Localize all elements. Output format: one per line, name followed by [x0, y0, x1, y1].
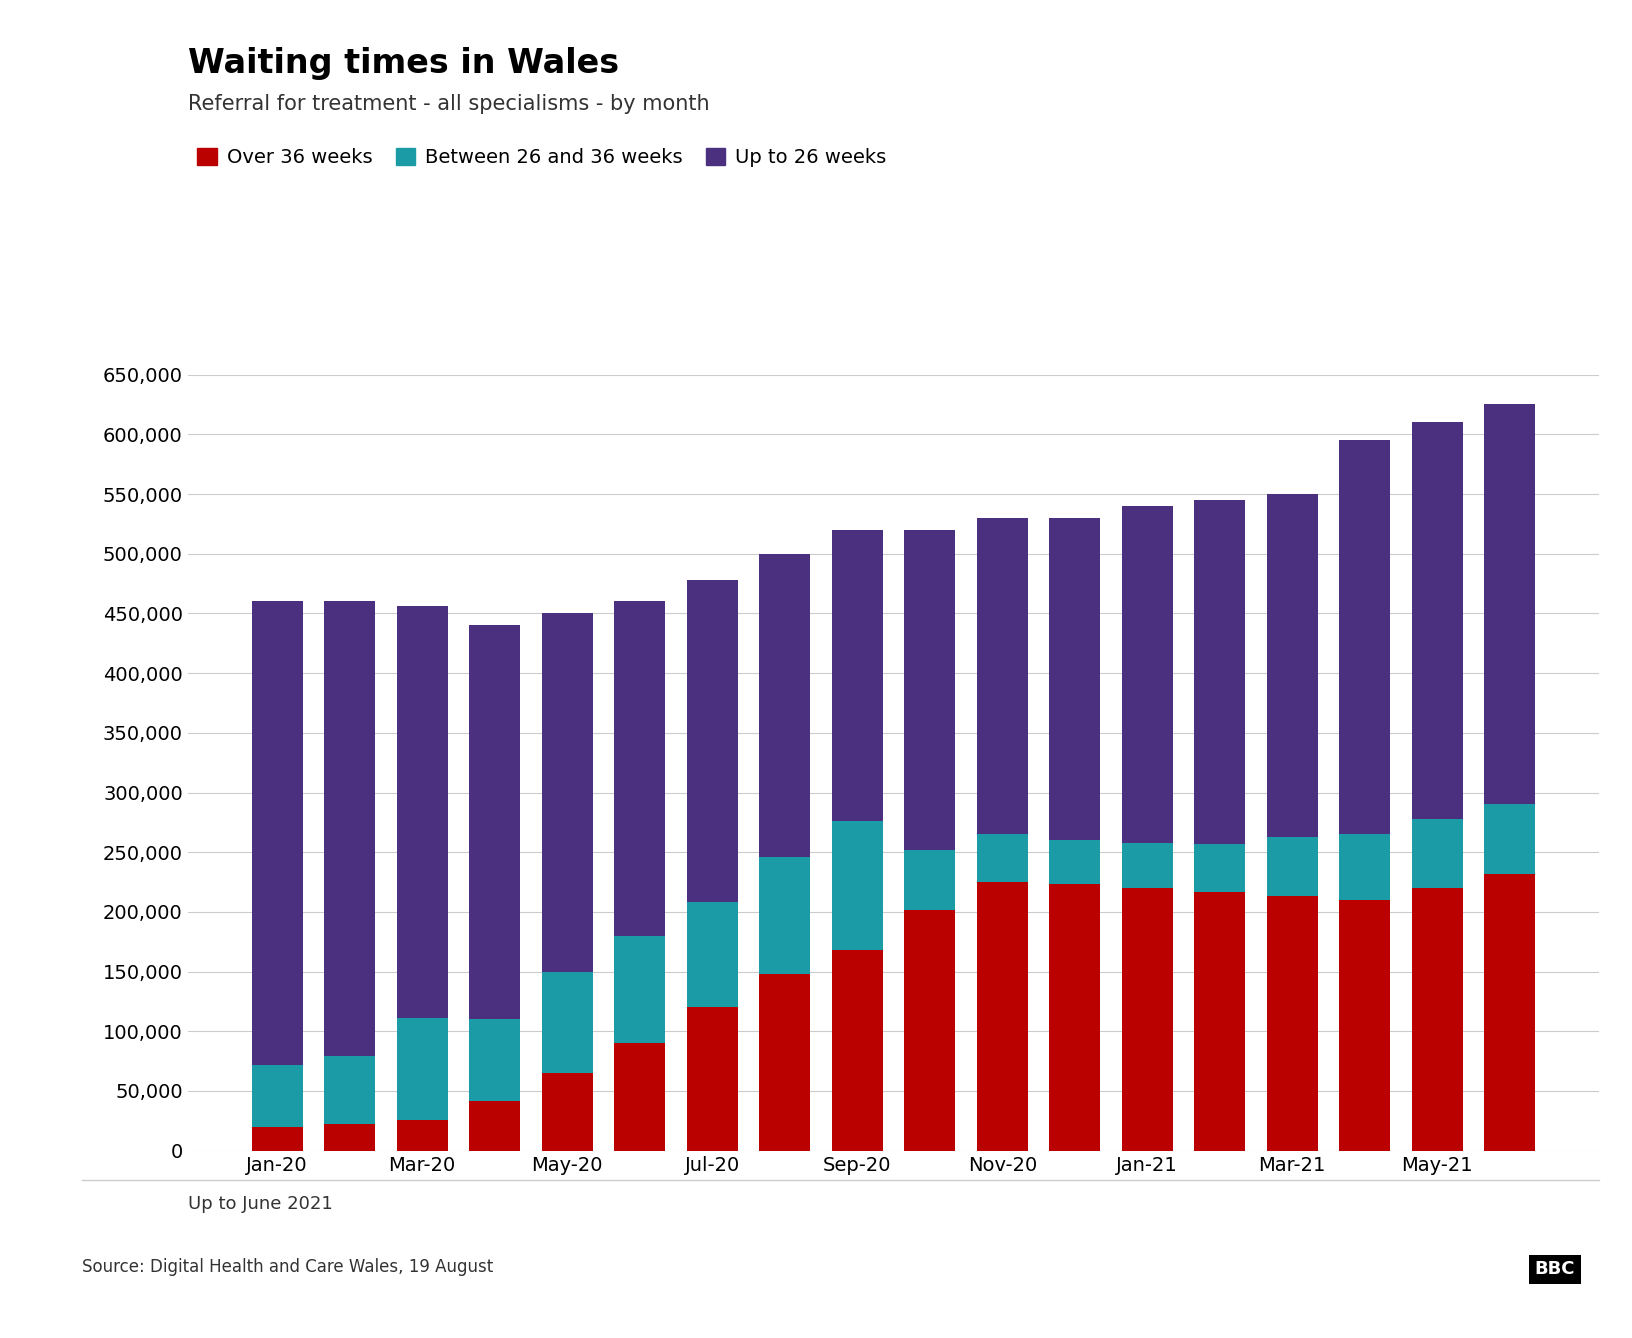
Bar: [759, 554, 809, 856]
Bar: [1340, 440, 1390, 835]
Legend: Over 36 weeks, Between 26 and 36 weeks, Up to 26 weeks: Over 36 weeks, Between 26 and 36 weeks, …: [197, 147, 886, 167]
Text: Waiting times in Wales: Waiting times in Wales: [188, 47, 619, 80]
Text: BBC: BBC: [1534, 1260, 1575, 1278]
Bar: [1266, 896, 1317, 1151]
Bar: [978, 882, 1028, 1151]
Bar: [1195, 844, 1245, 891]
Text: Referral for treatment - all specialisms - by month: Referral for treatment - all specialisms…: [188, 94, 710, 114]
Bar: [470, 1101, 521, 1151]
Bar: [614, 935, 666, 1044]
Bar: [1049, 884, 1100, 1151]
Bar: [325, 1124, 375, 1151]
Bar: [1049, 840, 1100, 884]
Bar: [1412, 423, 1462, 819]
Bar: [1412, 888, 1462, 1151]
Bar: [1266, 836, 1317, 896]
Bar: [614, 1044, 666, 1151]
Bar: [1121, 843, 1173, 888]
Bar: [1340, 835, 1390, 900]
Bar: [1485, 804, 1536, 874]
Bar: [1121, 506, 1173, 843]
Bar: [1412, 819, 1462, 888]
Bar: [1195, 891, 1245, 1151]
Bar: [1485, 874, 1536, 1151]
Bar: [251, 1065, 302, 1127]
Bar: [470, 625, 521, 1020]
Bar: [832, 950, 883, 1151]
Bar: [832, 530, 883, 822]
Bar: [1485, 404, 1536, 804]
Bar: [1049, 518, 1100, 840]
Text: Source: Digital Health and Care Wales, 19 August: Source: Digital Health and Care Wales, 1…: [82, 1258, 493, 1275]
Bar: [397, 1018, 447, 1120]
Bar: [397, 606, 447, 1018]
Bar: [325, 602, 375, 1057]
Text: Up to June 2021: Up to June 2021: [188, 1195, 333, 1212]
Bar: [251, 1127, 302, 1151]
Bar: [1340, 900, 1390, 1151]
Bar: [1121, 888, 1173, 1151]
Bar: [759, 856, 809, 974]
Bar: [978, 835, 1028, 882]
Bar: [904, 850, 955, 910]
Bar: [904, 530, 955, 850]
Bar: [978, 518, 1028, 835]
Bar: [904, 910, 955, 1151]
Bar: [397, 1120, 447, 1151]
Bar: [470, 1020, 521, 1101]
Bar: [1266, 494, 1317, 836]
Bar: [832, 822, 883, 950]
Bar: [325, 1057, 375, 1124]
Bar: [687, 579, 738, 902]
Bar: [614, 602, 666, 935]
Bar: [542, 1073, 592, 1151]
Bar: [542, 971, 592, 1073]
Bar: [759, 974, 809, 1151]
Bar: [1195, 500, 1245, 844]
Bar: [542, 613, 592, 971]
Bar: [687, 902, 738, 1008]
Bar: [251, 602, 302, 1065]
Bar: [687, 1008, 738, 1151]
